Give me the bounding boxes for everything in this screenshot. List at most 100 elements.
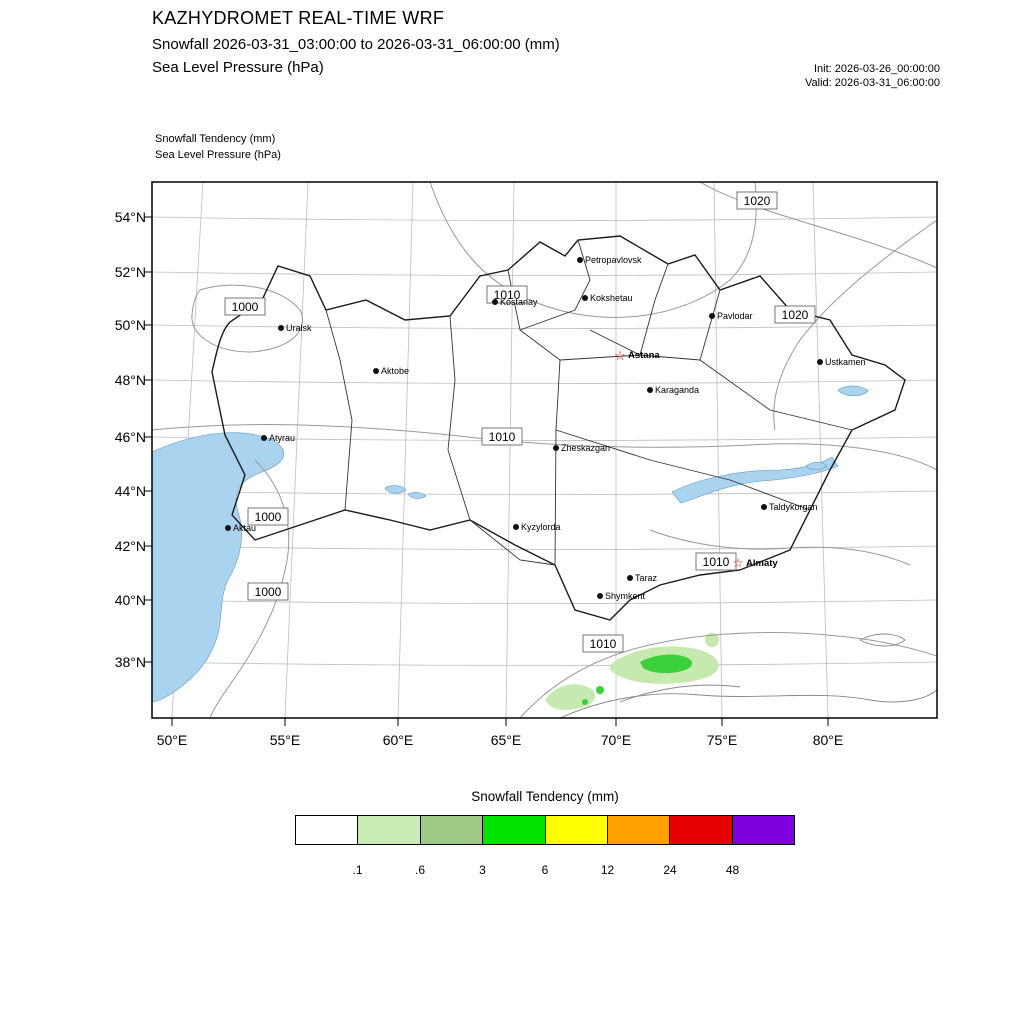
city-marker: Aktobe [373, 366, 409, 376]
contour-label: 1000 [247, 507, 289, 526]
contour-label: 1010 [582, 634, 624, 653]
lat-label: 40°N [115, 592, 146, 608]
colorbar-labels: .1 .6 3 6 12 24 48 [295, 863, 795, 879]
contour-label: 1000 [247, 582, 289, 601]
axis-ticks [144, 216, 829, 726]
capital-star-icon: ☆ [733, 556, 744, 570]
valid-time: Valid: 2026-03-31_06:00:00 [805, 77, 940, 89]
colorbar-tick-label: 24 [663, 863, 677, 877]
lake-alakol [805, 461, 828, 471]
init-time: Init: 2026-03-26_00:00:00 [814, 63, 940, 75]
city-dot [817, 359, 823, 365]
colorbar-tick-label: 48 [725, 863, 740, 877]
city-marker: Pavlodar [709, 311, 753, 321]
lat-label: 48°N [115, 372, 146, 388]
contour-label: 1000 [224, 297, 266, 316]
capital-star-icon: ☆ [614, 348, 626, 363]
header: KAZHYDROMET REAL-TIME WRF Snowfall 2026-… [152, 8, 560, 79]
legend-sea-level-pressure: Sea Level Pressure (hPa) [155, 149, 281, 161]
pressure-contour-labels: 1020 1000 1010 1020 1010 1000 [224, 191, 816, 653]
lon-label: 60°E [383, 732, 414, 748]
contour-label: 1020 [774, 305, 816, 324]
contour-label-text: 1000 [255, 585, 282, 599]
city-marker: Taldykorgan [761, 502, 818, 512]
city-label: Taraz [635, 573, 658, 583]
snowfall-patch-light [705, 633, 719, 647]
colorbar-tick-label: 3 [479, 863, 486, 877]
city-marker-capital: ☆ Astana [614, 348, 660, 363]
city-label: Kostanay [500, 297, 538, 307]
city-dot [627, 575, 633, 581]
map-frame [151, 181, 938, 719]
lon-label: 50°E [157, 732, 188, 748]
colorbar-tick-label: 6 [541, 863, 549, 877]
colorbar-title: Snowfall Tendency (mm) [471, 789, 619, 804]
cities: Petropavlovsk Kostanay Kokshetau Pavloda… [225, 255, 866, 601]
city-label: Pavlodar [717, 311, 753, 321]
city-label: Ustkamen [825, 357, 866, 367]
contour-label: 1010 [695, 552, 737, 571]
graticule [152, 182, 937, 718]
contour-label-text: 1010 [703, 555, 730, 569]
city-marker: Kyzylorda [513, 522, 561, 532]
city-dot [278, 325, 284, 331]
contour-label: 1010 [486, 285, 528, 304]
city-dot [225, 525, 231, 531]
lon-label: 65°E [491, 732, 522, 748]
city-marker: Shymkent [597, 591, 646, 601]
snowfall-patch-bright [596, 686, 604, 694]
contour-label: 1010 [481, 427, 523, 446]
city-dot [373, 368, 379, 374]
city-marker: Uralsk [278, 323, 312, 333]
snowfall-patch-bright [640, 654, 693, 674]
city-marker: Taraz [627, 573, 658, 583]
snowfall-shading [545, 633, 719, 710]
city-dot [492, 299, 498, 305]
pressure-contours [152, 182, 937, 718]
city-dot [513, 524, 519, 530]
city-marker: Aktau [225, 523, 256, 533]
contour-label-text: 1020 [782, 308, 809, 322]
city-dot [761, 504, 767, 510]
water-bodies [152, 385, 869, 703]
lat-label: 42°N [115, 538, 146, 554]
colorbar-box [420, 816, 484, 844]
city-label: Uralsk [286, 323, 312, 333]
city-dot [597, 593, 603, 599]
lat-label: 46°N [115, 429, 146, 445]
contour-label-text: 1000 [255, 510, 282, 524]
small-lake [384, 485, 407, 494]
contour-label-text: 1020 [744, 194, 771, 208]
region-borders [211, 235, 906, 621]
colorbar-tick-label: 12 [600, 863, 615, 877]
colorbar-box [545, 816, 608, 844]
city-marker: Zheskazgan [553, 443, 610, 453]
colorbar-box [732, 816, 794, 844]
city-dot [582, 295, 588, 301]
lat-label: 50°N [115, 317, 146, 333]
subtitle-pressure: Sea Level Pressure (hPa) [152, 59, 324, 76]
city-marker: Karaganda [647, 385, 699, 395]
colorbar-box [483, 816, 546, 844]
colorbar-tick-label: .6 [414, 863, 425, 877]
subtitle-snowfall: Snowfall 2026-03-31_03:00:00 to 2026-03-… [152, 36, 560, 53]
city-label: Aktobe [381, 366, 409, 376]
city-marker: Atyrau [261, 433, 295, 443]
city-dot [647, 387, 653, 393]
run-times: Init: 2026-03-26_00:00:00 Valid: 2026-03… [805, 62, 940, 90]
legend-snowfall-tendency: Snowfall Tendency (mm) [155, 133, 276, 145]
map-variable-legend: Snowfall Tendency (mm) Sea Level Pressur… [155, 131, 281, 163]
city-label: Taldykorgan [769, 502, 818, 512]
city-label: Karaganda [655, 385, 699, 395]
latitude-axis: 54°N 52°N 50°N 48°N 46°N 44°N 42°N 40°N … [115, 209, 146, 670]
lon-label: 55°E [270, 732, 301, 748]
colorbar-box [296, 816, 359, 844]
colorbar-box [670, 816, 733, 844]
snowfall-patch-bright [582, 699, 588, 705]
small-lake [407, 491, 427, 499]
snowfall-colorbar [295, 815, 795, 845]
lat-label: 38°N [115, 654, 146, 670]
longitude-axis: 50°E 55°E 60°E 65°E 70°E 75°E 80°E [157, 732, 844, 748]
